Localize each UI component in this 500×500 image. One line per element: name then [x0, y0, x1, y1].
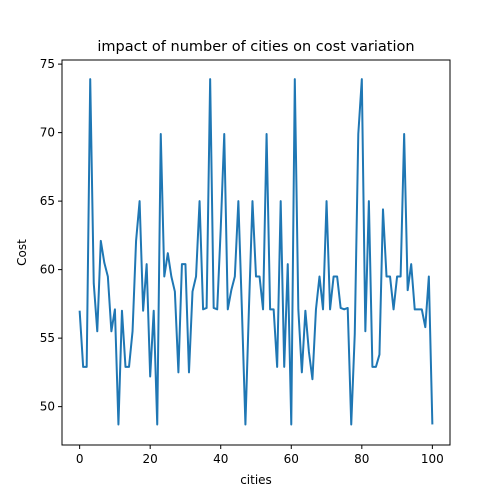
x-axis-label: cities — [240, 473, 272, 487]
y-tick-label: 60 — [40, 263, 55, 277]
y-axis-label: Cost — [15, 239, 29, 266]
x-tick-label: 40 — [213, 452, 228, 466]
x-tick-label: 100 — [421, 452, 444, 466]
x-tick-label: 60 — [284, 452, 299, 466]
y-tick-label: 55 — [40, 331, 55, 345]
chart-title: impact of number of cities on cost varia… — [97, 39, 414, 55]
series-line — [78, 78, 434, 426]
x-tick-label: 0 — [76, 452, 84, 466]
x-tick-label: 80 — [354, 452, 369, 466]
y-tick-label: 65 — [40, 194, 55, 208]
y-tick-label: 70 — [40, 126, 55, 140]
plot-frame — [61, 59, 451, 446]
y-tick-label: 75 — [40, 57, 55, 71]
x-tick-label: 20 — [143, 452, 158, 466]
y-tick-label: 50 — [40, 400, 55, 414]
